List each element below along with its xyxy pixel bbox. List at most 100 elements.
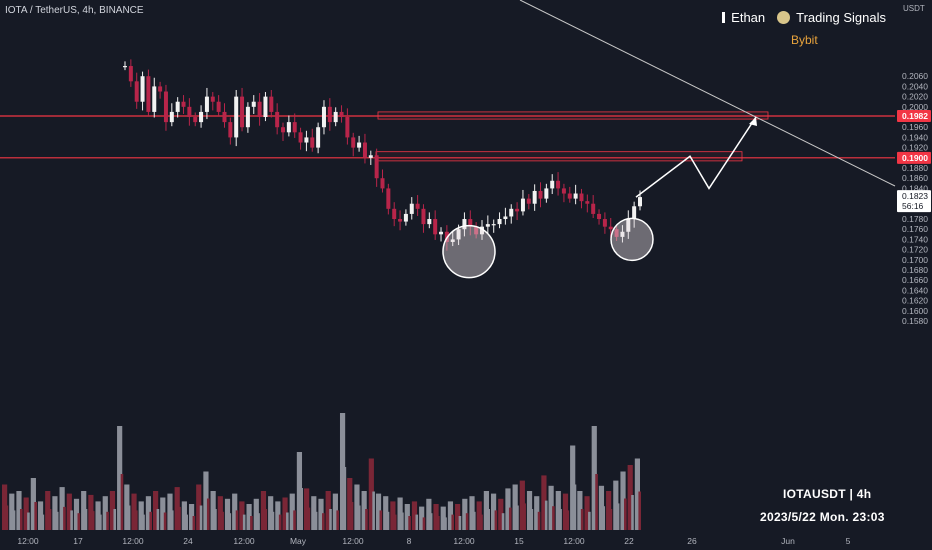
- volume-bar: [433, 504, 439, 530]
- volume-bar: [336, 510, 339, 530]
- bar-icon: [722, 12, 726, 23]
- volume-bar: [598, 485, 605, 530]
- volume-bar: [12, 510, 16, 530]
- candle-body: [327, 106, 332, 123]
- volume-bar: [73, 498, 80, 530]
- highlighted-lows: [442, 217, 654, 279]
- candle-body: [538, 190, 543, 199]
- price-tick: 0.1920: [902, 143, 928, 153]
- volume-bar: [415, 514, 419, 530]
- volume-bar: [214, 509, 217, 530]
- projection-path: [635, 116, 757, 198]
- volume-bar: [552, 506, 555, 530]
- candle-body: [585, 201, 590, 204]
- candle-body: [614, 229, 619, 237]
- volume-bar: [199, 505, 203, 530]
- price-tick: 0.2020: [902, 92, 928, 102]
- candle-body: [333, 111, 338, 123]
- volume-bar: [167, 493, 173, 530]
- volume-bar: [88, 494, 94, 530]
- time-tick: 8: [407, 536, 412, 546]
- price-tick: 0.1780: [902, 214, 928, 224]
- volume-bar: [5, 505, 9, 530]
- candle-body: [169, 111, 174, 123]
- volume-bar: [253, 498, 259, 530]
- volume-bar: [9, 493, 15, 530]
- volume-bar: [34, 502, 37, 530]
- candle-body: [175, 101, 180, 112]
- volume-bar: [260, 491, 267, 530]
- price-tick: 0.1840: [902, 183, 928, 193]
- trendline: [519, 0, 896, 187]
- volume-bar: [311, 496, 317, 530]
- candle-body: [638, 197, 642, 207]
- projection-arrowhead: [749, 117, 757, 127]
- current-price-badge: [897, 190, 931, 213]
- volume-bar: [37, 501, 44, 530]
- volume-bar: [325, 491, 331, 530]
- candle-body: [602, 219, 607, 227]
- volume-bar: [577, 491, 583, 530]
- volume-bar: [638, 491, 641, 530]
- volume-bar: [634, 458, 640, 530]
- volume-bar: [401, 512, 404, 530]
- candle-body: [351, 137, 356, 148]
- candle-body: [427, 219, 432, 225]
- volume-bar: [192, 516, 196, 530]
- volume-bar: [584, 496, 590, 530]
- volume-bar: [595, 474, 598, 530]
- volume-bar: [347, 478, 353, 530]
- candle-body: [146, 76, 151, 112]
- volume-bar: [322, 513, 325, 530]
- volume-bar: [508, 507, 512, 530]
- volume-bar: [357, 505, 361, 530]
- candle-body: [310, 137, 315, 148]
- volume-bar: [232, 493, 238, 530]
- volume-bar: [66, 493, 72, 530]
- time-tick: 26: [687, 536, 697, 546]
- volume-bar: [620, 471, 626, 530]
- volume-bar: [419, 506, 425, 530]
- candle-body: [479, 226, 484, 235]
- highlight-circle: [442, 224, 496, 279]
- candle-body: [403, 213, 408, 222]
- volume-bar: [59, 487, 65, 530]
- volume-bar: [537, 511, 541, 530]
- volume-bar: [361, 491, 367, 530]
- volume-bar: [383, 496, 389, 530]
- candle-body: [345, 117, 350, 138]
- candle-body: [245, 106, 250, 128]
- volume-bar: [339, 413, 346, 530]
- candle-body: [292, 122, 297, 133]
- candle-body: [520, 198, 525, 212]
- volume-bar: [109, 491, 116, 530]
- volume-bar: [170, 510, 174, 530]
- volume-bar: [307, 507, 311, 530]
- volume-bar: [440, 506, 446, 530]
- volume-bar: [70, 510, 73, 530]
- volume-bar: [149, 511, 153, 530]
- volume-bar: [318, 498, 324, 530]
- candle-body: [321, 106, 326, 128]
- time-tick: 12:00: [453, 536, 475, 546]
- candle-body: [573, 193, 578, 199]
- volume-bar: [127, 505, 131, 530]
- volume-bar: [91, 511, 95, 530]
- volume-bar: [156, 509, 160, 530]
- volume-bar: [102, 496, 108, 530]
- time-tick: 12:00: [563, 536, 585, 546]
- candle-body: [298, 132, 303, 143]
- candle-body: [626, 219, 631, 232]
- volume-bar: [2, 484, 8, 530]
- candle-body: [193, 117, 198, 123]
- volume-bar: [224, 498, 231, 530]
- volume-bar: [84, 509, 88, 530]
- volume-bar: [444, 517, 447, 530]
- volume-bar: [314, 511, 318, 530]
- volume-bar: [523, 503, 526, 530]
- candle-body: [409, 203, 414, 214]
- volume-bar: [246, 504, 252, 530]
- candle-body: [620, 231, 625, 237]
- volume-bar: [293, 510, 296, 530]
